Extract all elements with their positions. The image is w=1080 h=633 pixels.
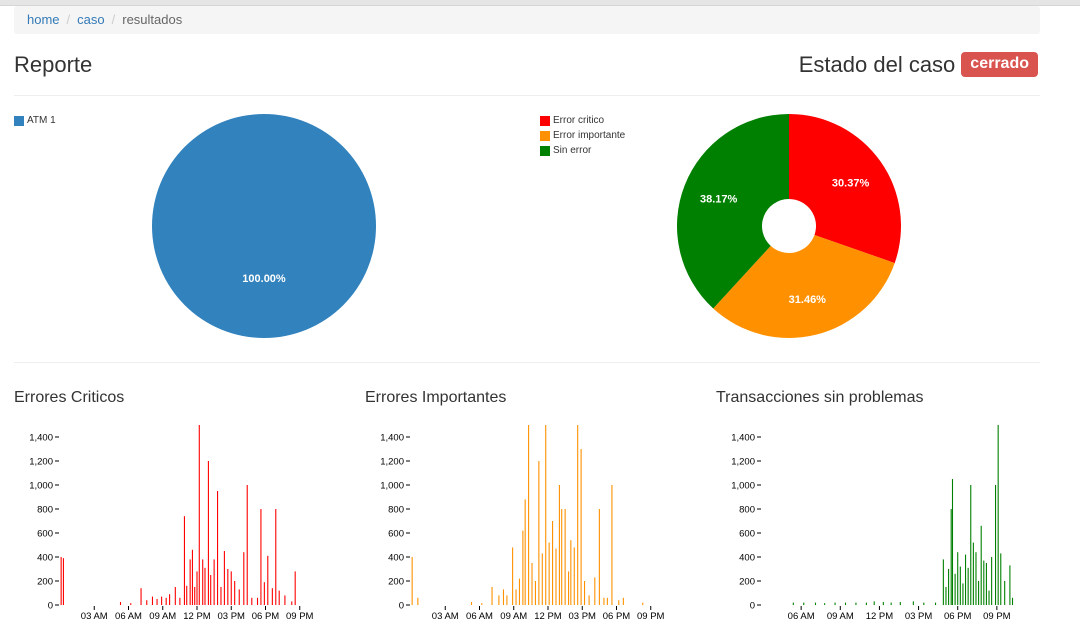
x-tick-label: 06 PM [603, 611, 631, 622]
section-title-transacciones-sin-problemas: Transacciones sin problemas [716, 389, 924, 406]
case-status-label: Estado del caso [798, 52, 956, 77]
y-tick-label: 600 [739, 529, 755, 540]
y-tick-label: 1,000 [29, 481, 53, 492]
y-tick-label: 0 [399, 601, 404, 612]
y-tick-label: 800 [37, 505, 53, 516]
x-tick-label: 03 AM [81, 611, 108, 622]
y-tick-label: 1,400 [29, 433, 53, 444]
page-title: Reporte [14, 52, 93, 77]
y-tick-label: 1,400 [380, 433, 404, 444]
breadcrumb-separator: / [66, 12, 71, 27]
x-tick-label: 06 PM [944, 611, 972, 622]
y-tick-label: 400 [37, 553, 53, 564]
x-tick-label: 12 PM [183, 611, 211, 622]
legend-item-sin-error[interactable]: Sin error [540, 143, 625, 158]
x-tick-label: 12 PM [534, 611, 562, 622]
x-tick-label: 09 PM [637, 611, 665, 622]
errores-donut-chart: 30.37% 31.46% 38.17% [677, 114, 901, 338]
y-tick-label: 600 [37, 529, 53, 540]
y-tick-label: 0 [48, 601, 53, 612]
donut-slice-label: 38.17% [700, 194, 738, 206]
window-top-border [0, 0, 1080, 6]
legend-swatch [540, 145, 550, 156]
donut-slice-label: 30.37% [832, 177, 870, 189]
legend-label: Error importante [553, 130, 626, 141]
legend-item-atm1[interactable]: ATM 1 [14, 113, 56, 128]
x-tick-label: 03 PM [218, 611, 246, 622]
y-tick-label: 1,000 [380, 481, 404, 492]
y-tick-label: 1,000 [731, 481, 755, 492]
breadcrumb-current: resultados [122, 12, 183, 27]
transacciones-sin-problemas-chart: 0 200 400 600 800 1,000 1,200 1,400 06 AM 09 AM 12… [731, 425, 1014, 622]
legend-swatch [14, 115, 24, 126]
legend-item-error-importante[interactable]: Error importante [540, 128, 625, 143]
x-tick-label: 09 PM [286, 611, 314, 622]
breadcrumb-home-link[interactable]: home [27, 12, 60, 27]
y-tick-label: 400 [739, 553, 755, 564]
donut-slice-label: 31.46% [789, 294, 827, 306]
divider [14, 362, 1040, 363]
y-tick-label: 200 [37, 577, 53, 588]
legend-label: Sin error [553, 145, 592, 156]
breadcrumb: home / caso / resultados [14, 6, 1040, 34]
x-tick-label: 06 AM [466, 611, 493, 622]
errores-criticos-chart: 0 200 400 600 800 1,000 1,200 1,400 03 AM 06 AM 09… [29, 425, 314, 622]
errores-donut-legend: Error critico Error importante Sin error [540, 113, 625, 158]
x-tick-label: 06 AM [115, 611, 142, 622]
section-title-errores-importantes: Errores Importantes [365, 389, 507, 406]
y-tick-label: 800 [739, 505, 755, 516]
divider [14, 95, 1040, 96]
legend-swatch [540, 130, 550, 141]
section-title-errores-criticos: Errores Criticos [14, 389, 125, 406]
legend-item-error-critico[interactable]: Error critico [540, 113, 625, 128]
y-tick-label: 0 [750, 601, 755, 612]
x-tick-label: 09 AM [827, 611, 854, 622]
x-tick-label: 12 PM [866, 611, 894, 622]
x-tick-label: 03 PM [569, 611, 597, 622]
x-tick-label: 03 AM [432, 611, 459, 622]
x-tick-label: 06 AM [788, 611, 815, 622]
y-tick-label: 1,200 [380, 457, 404, 468]
x-tick-label: 06 PM [252, 611, 280, 622]
legend-swatch [540, 115, 550, 126]
breadcrumb-separator: / [111, 12, 116, 27]
donut-slice-error-importante[interactable] [713, 234, 895, 338]
y-tick-label: 1,400 [731, 433, 755, 444]
x-tick-label: 09 PM [983, 611, 1011, 622]
legend-label: ATM 1 [27, 115, 56, 126]
y-tick-label: 200 [739, 577, 755, 588]
pie-slice-label: 100.00% [242, 273, 286, 285]
legend-label: Error critico [553, 115, 605, 126]
x-tick-label: 03 PM [905, 611, 933, 622]
y-tick-label: 600 [388, 529, 404, 540]
y-tick-label: 1,200 [731, 457, 755, 468]
y-tick-label: 1,200 [29, 457, 53, 468]
breadcrumb-caso-link[interactable]: caso [77, 12, 105, 27]
pie-slice-atm1[interactable] [152, 114, 376, 338]
x-tick-label: 09 AM [149, 611, 176, 622]
atm-pie-legend: ATM 1 [14, 113, 56, 128]
donut-slice-sin-error[interactable] [677, 114, 789, 309]
y-tick-label: 400 [388, 553, 404, 564]
status-badge: cerrado [961, 51, 1038, 77]
errores-importantes-chart: 0 200 400 600 800 1,000 1,200 1,400 03 AM 06 AM 09… [380, 425, 665, 622]
atm-pie-chart: 100.00% [152, 114, 376, 338]
x-tick-label: 09 AM [500, 611, 527, 622]
y-tick-label: 800 [388, 505, 404, 516]
case-status: Estado del caso cerrado [798, 51, 1038, 79]
donut-slice-error-critico[interactable] [789, 114, 901, 264]
y-tick-label: 200 [388, 577, 404, 588]
